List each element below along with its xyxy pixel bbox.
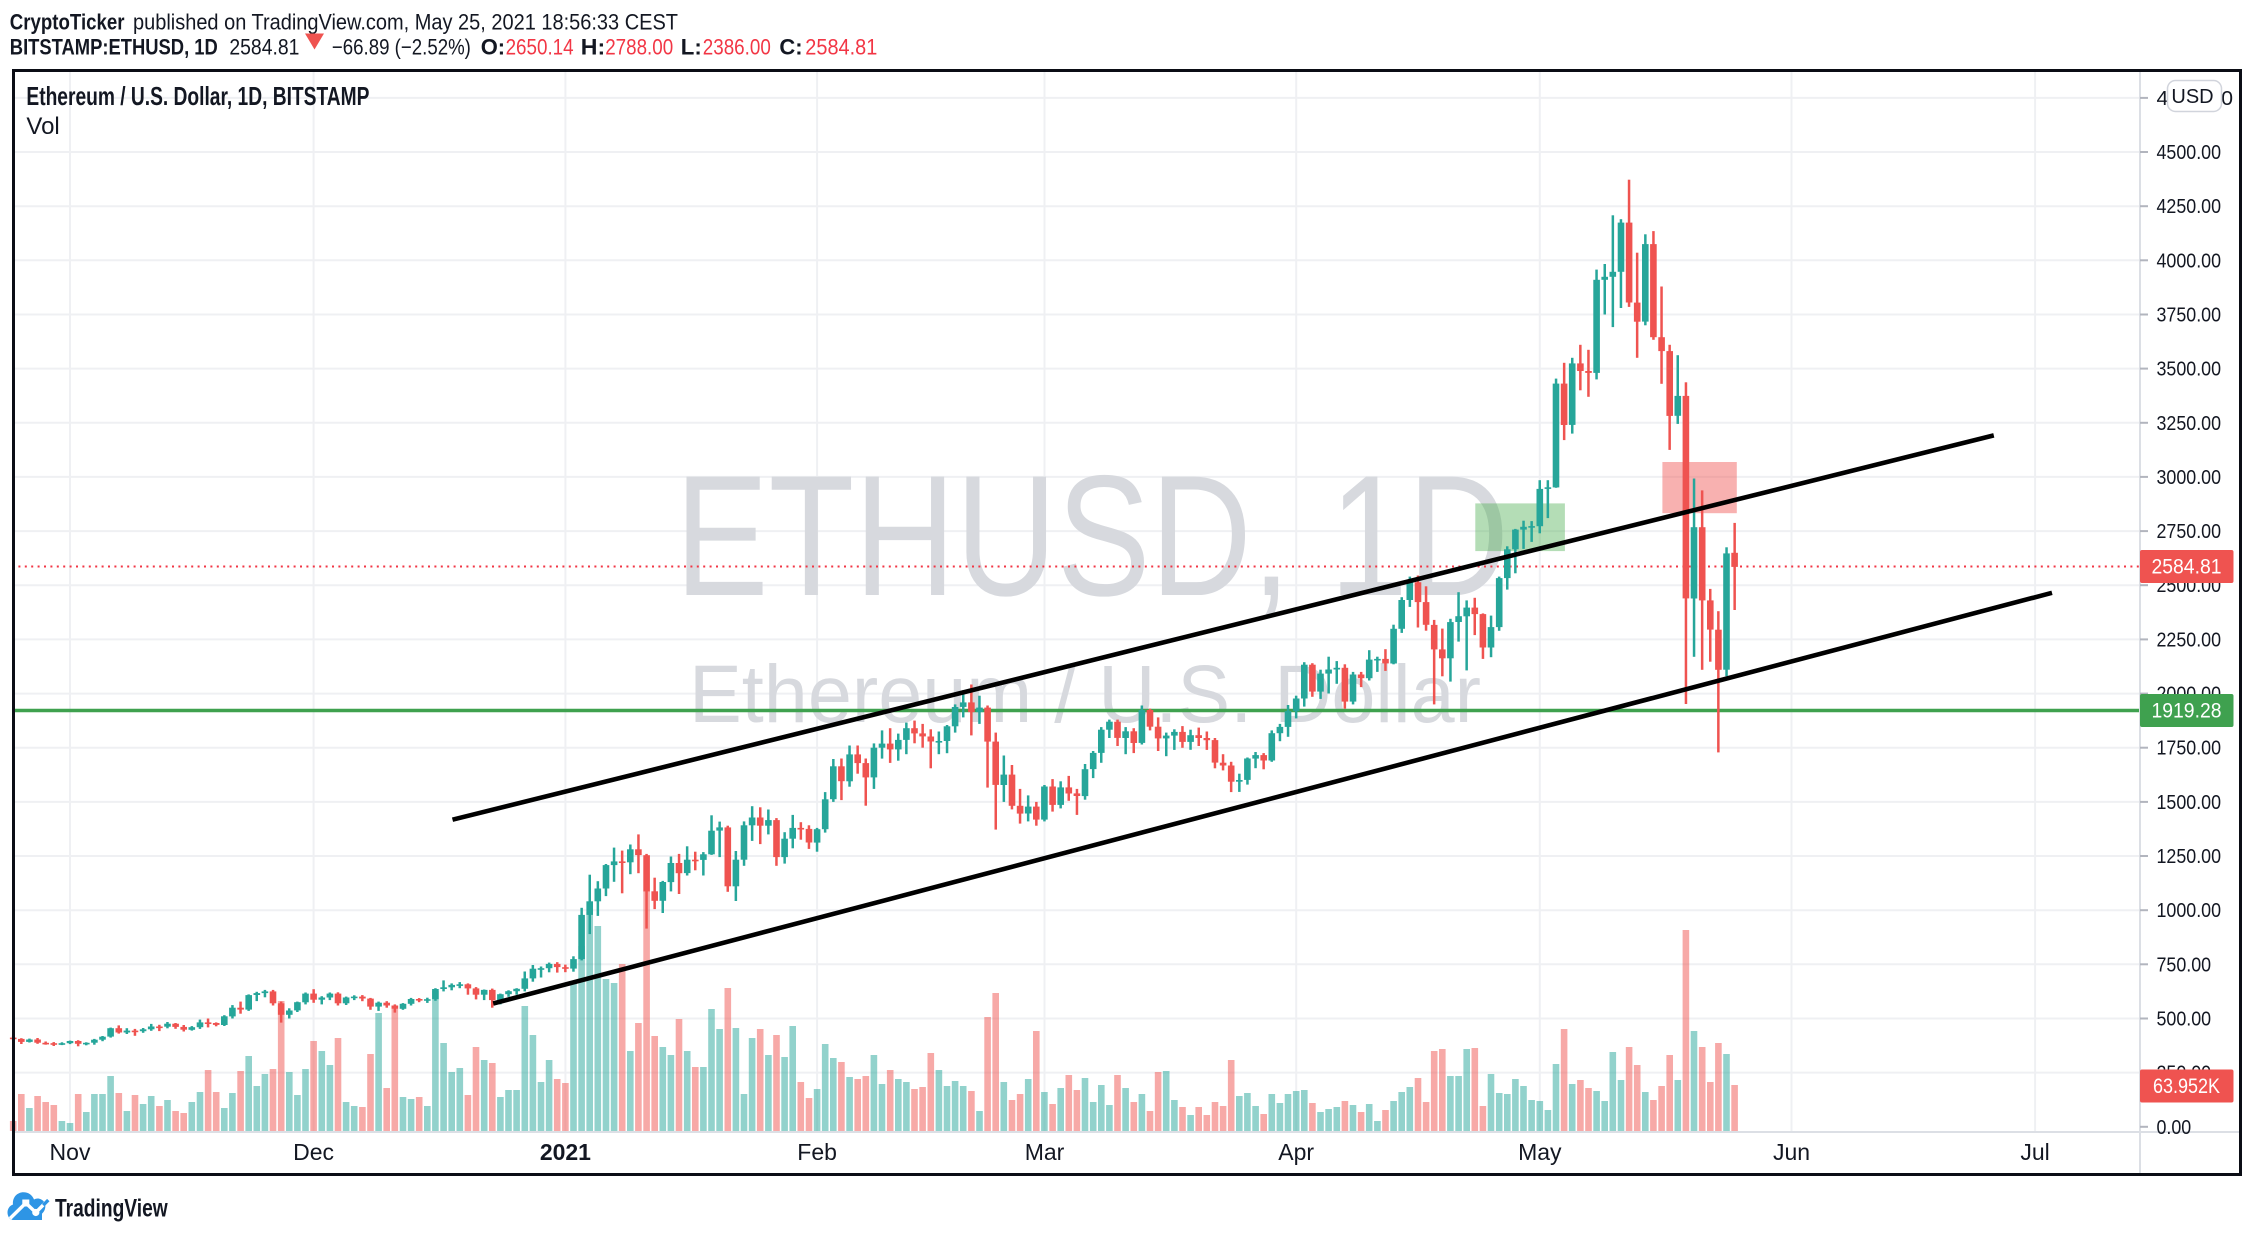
svg-text:750.00: 750.00 [2157, 954, 2212, 976]
svg-text:H:: H: [581, 35, 605, 60]
svg-text:TradingView: TradingView [55, 1194, 168, 1222]
svg-text:Nov: Nov [50, 1139, 91, 1165]
svg-text:3500.00: 3500.00 [2157, 359, 2222, 381]
svg-text:CryptoTicker: CryptoTicker [10, 9, 125, 34]
svg-text:ETHUSD, 1D: ETHUSD, 1D [675, 440, 1509, 632]
svg-text:2386.00: 2386.00 [703, 35, 771, 60]
svg-text:2021: 2021 [540, 1139, 591, 1165]
svg-text:−66.89 (−2.52%): −66.89 (−2.52%) [332, 35, 471, 60]
svg-text:2788.00: 2788.00 [605, 35, 673, 60]
svg-text:3000.00: 3000.00 [2157, 467, 2222, 489]
svg-text:2750.00: 2750.00 [2157, 521, 2222, 543]
svg-text:Jun: Jun [1773, 1139, 1810, 1165]
svg-text:published on TradingView.com,: published on TradingView.com, May 25, 20… [133, 9, 678, 34]
svg-text:4500.00: 4500.00 [2157, 142, 2222, 164]
svg-text:May: May [1518, 1139, 1562, 1165]
svg-text:1750.00: 1750.00 [2157, 738, 2222, 760]
svg-text:500.00: 500.00 [2157, 1009, 2212, 1031]
svg-text:Mar: Mar [1025, 1139, 1065, 1165]
svg-text:Vol: Vol [26, 113, 59, 140]
svg-text:2584.81: 2584.81 [2152, 556, 2222, 579]
svg-text:63.952K: 63.952K [2153, 1075, 2220, 1098]
svg-text:Ethereum / U.S. Dollar, 1D, BI: Ethereum / U.S. Dollar, 1D, BITSTAMP [26, 81, 369, 111]
svg-text:1000.00: 1000.00 [2157, 900, 2222, 922]
svg-text:1919.28: 1919.28 [2152, 700, 2222, 723]
svg-text:0.00: 0.00 [2157, 1117, 2192, 1139]
svg-text:3750.00: 3750.00 [2157, 305, 2222, 327]
svg-text:1500.00: 1500.00 [2157, 792, 2222, 814]
svg-text:2584.81: 2584.81 [229, 35, 299, 60]
svg-text:BITSTAMP:ETHUSD, 1D: BITSTAMP:ETHUSD, 1D [10, 35, 218, 60]
svg-text:O:: O: [481, 35, 505, 60]
svg-text:USD: USD [2171, 86, 2213, 108]
svg-text:4000.00: 4000.00 [2157, 250, 2222, 272]
svg-text:2584.81: 2584.81 [805, 35, 877, 60]
svg-text:Feb: Feb [797, 1139, 837, 1165]
svg-text:2650.14: 2650.14 [506, 35, 574, 60]
svg-text:1250.00: 1250.00 [2157, 846, 2222, 868]
svg-text:2250.00: 2250.00 [2157, 629, 2222, 651]
svg-text:Dec: Dec [293, 1139, 334, 1165]
svg-text:Apr: Apr [1278, 1139, 1314, 1165]
svg-text:C:: C: [779, 35, 802, 60]
svg-text:3250.00: 3250.00 [2157, 413, 2222, 435]
svg-text:Jul: Jul [2020, 1139, 2049, 1165]
svg-text:L:: L: [681, 35, 702, 60]
svg-text:4250.00: 4250.00 [2157, 196, 2222, 218]
